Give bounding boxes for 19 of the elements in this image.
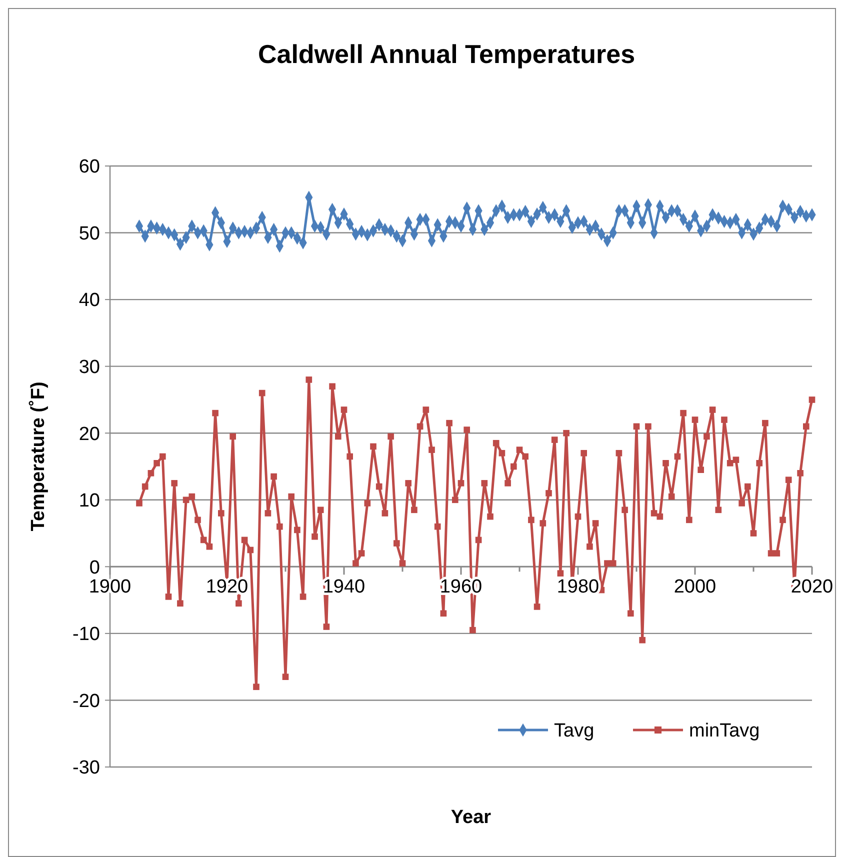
y-tick-label: 40: [78, 290, 100, 312]
chart-title: Caldwell Annual Temperatures: [258, 39, 636, 69]
y-tick-label: 10: [78, 490, 100, 512]
legend-label: minTavg: [689, 720, 760, 742]
y-tick-label: 60: [78, 156, 100, 178]
x-tick-label: 2000: [674, 576, 716, 598]
x-axis-title: Year: [450, 807, 492, 828]
y-tick-label: 30: [78, 356, 100, 378]
y-tick-label: -10: [72, 624, 100, 646]
x-tick-label: 2020: [790, 576, 834, 598]
x-tick-label: 1900: [88, 576, 132, 598]
y-tick-label: -30: [72, 758, 100, 779]
y-axis-title: Temperature (˚F): [28, 382, 49, 532]
y-tick-label: 50: [78, 223, 100, 244]
y-tick-label: 20: [78, 424, 100, 445]
x-tick-label: 1980: [556, 576, 600, 598]
y-tick-label: -20: [72, 690, 100, 712]
legend-label: Tavg: [554, 720, 594, 742]
y-tick-label: 0: [89, 557, 100, 578]
